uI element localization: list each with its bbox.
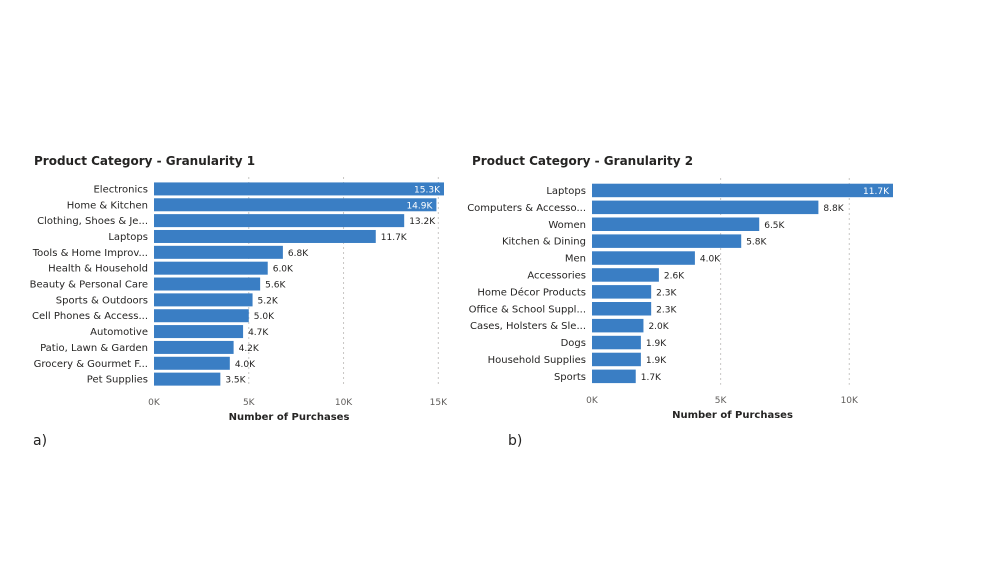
g1-category-label: Clothing, Shoes & Je... [37,216,148,227]
g1-data-label: 4.0K [235,360,256,370]
g1-bar [154,198,437,212]
g2-tick-label: 0K [586,396,599,406]
g1-bar [154,325,244,339]
g1-tick-label: 15K [430,398,448,408]
g1-data-label: 13.2K [409,217,436,227]
g2-bar [592,268,659,282]
g1-category-label: Pet Supplies [87,375,148,386]
g2-category-label: Household Supplies [488,355,586,366]
g1-bar [154,229,376,243]
g2-bar [592,352,641,367]
g1-category-label: Health & Household [48,264,148,275]
g1-category-label: Automotive [90,327,148,338]
g1-bar [154,245,283,259]
g2-category-label: Men [565,254,586,265]
g1-tick-label: 10K [335,398,353,408]
g1-title: Product Category - Granularity 1 [34,154,255,168]
g1-data-label: 5.2K [258,296,279,306]
g2-data-label: 6.5K [764,221,785,231]
g2-data-label: 1.7K [641,373,662,383]
g2-tick-label: 5K [715,396,728,406]
g1-bar [154,372,221,386]
g2-bar [592,217,760,231]
g2-data-label: 2.3K [656,288,677,298]
g1-data-label: 14.9K [406,201,433,211]
g1-x-axis-title: Number of Purchases [229,412,350,423]
g1-category-label: Tools & Home Improv... [32,248,148,259]
g2-category-label: Sports [554,372,586,383]
g1-category-label: Grocery & Gourmet F... [34,359,148,370]
g2-bar [592,234,742,248]
g2-category-label: Women [548,220,586,231]
g1-data-label: 5.0K [254,312,275,322]
g1-category-label: Beauty & Personal Care [30,280,148,291]
g1-data-label: 4.7K [248,328,269,338]
panel-label-b: b) [508,433,523,449]
g2-x-axis-title: Number of Purchases [672,410,793,421]
g2-bar [592,200,819,215]
g2-data-label: 2.3K [656,305,677,315]
g1-category-label: Electronics [93,184,148,195]
g2-data-label: 5.8K [746,238,767,248]
g2-bar [592,335,641,350]
g1-category-label: Sports & Outdoors [56,295,148,306]
g2-category-label: Laptops [546,186,586,197]
g2-category-label: Computers & Accesso... [467,203,586,214]
g1-bar [154,261,268,275]
chart-granularity-1-svg: Product Category - Granularity 1 Electron… [30,154,448,423]
g1-bar [154,277,261,291]
g2-data-label: 1.9K [646,356,667,366]
g2-bar [592,183,893,198]
g2-title: Product Category - Granularity 2 [472,154,693,168]
g2-bar [592,285,652,299]
g2-tick-label: 10K [841,396,859,406]
g1-data-label: 15.3K [414,185,441,195]
g2-category-label: Cases, Holsters & Sle... [470,321,586,332]
panel-label-a: a) [33,433,48,449]
g1-data-label: 6.8K [288,249,309,259]
g1-data-label: 5.6K [265,281,286,291]
g1-tick-label: 0K [148,398,161,408]
g1-data-label: 11.7K [381,233,408,243]
g1-category-label: Patio, Lawn & Garden [40,343,148,354]
g2-bar [592,369,636,384]
g2-data-label: 2.0K [648,322,669,332]
g2-category-label: Office & School Suppl... [469,304,586,315]
g1-data-label: 6.0K [273,265,294,275]
g1-bar [154,182,444,196]
g1-category-label: Home & Kitchen [67,200,148,211]
g2-category-label: Accessories [527,270,586,281]
g1-bar [154,356,230,370]
g1-bar [154,293,253,307]
g1-bar [154,214,405,228]
g2-category-label: Dogs [561,338,586,349]
g2-bar [592,251,695,265]
g2-data-label: 4.0K [700,255,721,265]
g2-data-label: 2.6K [664,271,685,281]
g2-category-label: Kitchen & Dining [502,237,586,248]
g1-category-label: Laptops [108,232,148,243]
g1-category-label: Cell Phones & Access... [32,311,148,322]
g1-data-label: 3.5K [225,376,246,386]
g2-bar [592,318,644,333]
g1-bar [154,309,249,323]
g2-data-label: 11.7K [863,187,890,197]
g2-category-label: Home Décor Products [477,286,586,298]
g2-bar [592,302,652,316]
g1-bar [154,340,234,354]
g2-data-label: 1.9K [646,339,667,349]
g1-tick-label: 5K [243,398,256,408]
chart-granularity-2-svg: Product Category - Granularity 2 Laptops 1… [467,154,893,421]
g1-data-label: 4.2K [239,344,260,354]
g2-data-label: 8.8K [823,204,844,214]
